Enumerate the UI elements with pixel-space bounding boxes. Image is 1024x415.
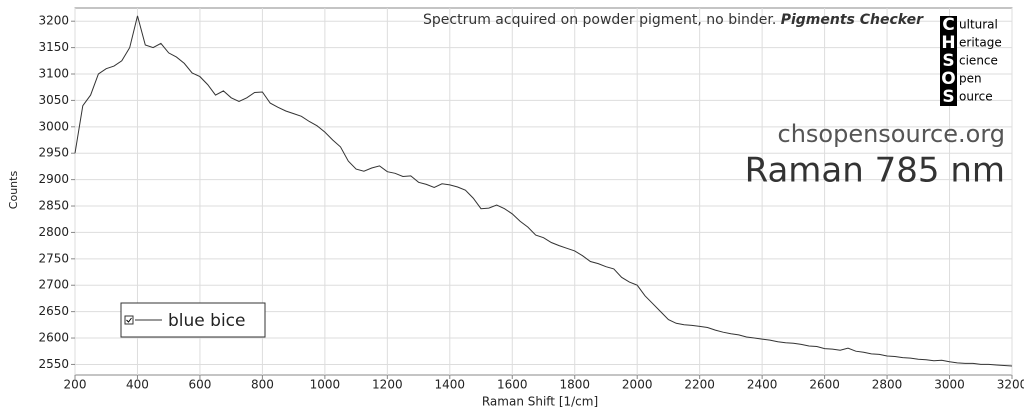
x-tick-label: 2400 [747,378,778,392]
y-tick-label: 3150 [38,40,69,54]
x-tick-label: 1400 [435,378,466,392]
x-tick-label: 2600 [809,378,840,392]
legend-check [126,317,132,323]
x-tick-label: 3200 [997,378,1024,392]
logo-bar [940,16,957,106]
website: chsopensource.org [778,120,1006,148]
y-tick-label: 3050 [38,93,69,107]
x-tick-label: 1000 [310,378,341,392]
y-tick-label: 2550 [38,357,69,371]
logo-letter: S [942,87,954,107]
logo-word: ource [959,90,993,104]
x-tick-label: 2200 [684,378,715,392]
x-tick-label: 800 [251,378,274,392]
logo-letter: H [941,33,955,53]
y-tick-label: 2650 [38,304,69,318]
y-tick-label: 2850 [38,199,69,213]
y-tick-label: 2600 [38,331,69,345]
y-tick-label: 3200 [38,14,69,28]
note-text: Spectrum acquired on powder pigment, no … [423,12,776,28]
series-line [74,15,1013,367]
x-tick-label: 2000 [622,378,653,392]
y-tick-label: 2700 [38,278,69,292]
x-tick-label: 1800 [559,378,590,392]
y-tick-label: 3100 [38,67,69,81]
logo-letter: O [941,69,955,89]
y-axis-label: Counts [7,171,20,210]
y-tick-label: 2800 [38,225,69,239]
logo-word: cience [959,54,998,68]
x-tick-label: 1600 [497,378,528,392]
legend-label: blue bice [168,311,245,331]
y-tick-label: 2750 [38,251,69,265]
logo-letter: S [942,51,954,71]
x-tick-label: 400 [126,378,149,392]
x-tick-label: 2800 [872,378,903,392]
y-tick-label: 2950 [38,146,69,160]
legend-checkbox[interactable] [124,315,134,325]
method: Raman 785 nm [745,151,1005,191]
x-tick-label: 200 [64,378,87,392]
x-tick-label: 600 [188,378,211,392]
note: Spectrum acquired on powder pigment, no … [423,12,924,28]
y-tick-label: 2900 [38,172,69,186]
note-bold: Pigments Checker [781,12,924,28]
logo-word: pen [959,72,982,86]
logo-word: eritage [959,36,1002,50]
x-tick-label: 1200 [372,378,403,392]
logo-letter: C [942,15,954,35]
x-axis-label: Raman Shift [1/cm] [482,395,598,409]
y-tick-label: 3000 [38,119,69,133]
logo-word: ultural [959,18,998,32]
x-tick-label: 3000 [934,378,965,392]
